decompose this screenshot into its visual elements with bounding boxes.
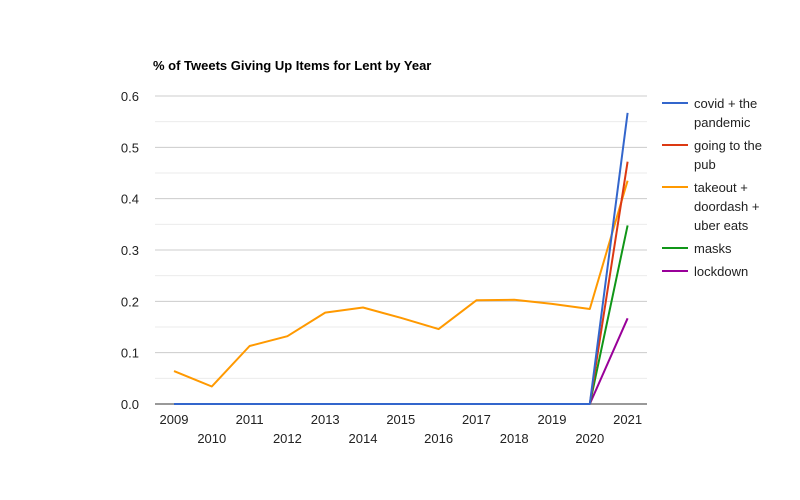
y-tick-label: 0.4: [121, 192, 139, 207]
x-tick-label: 2021: [613, 412, 642, 427]
legend-label: masks: [694, 241, 732, 256]
gridlines: [155, 95, 647, 405]
legend: covid + the pandemic going to the pub takeou…: [662, 96, 762, 279]
legend-label: takeout + doordash + uber eats: [694, 180, 759, 233]
legend-item-covid-the-pandemic: covid + the pandemic: [662, 96, 757, 130]
y-tick-label: 0.3: [121, 243, 139, 258]
legend-item-going-to-the-pub: going to the pub: [662, 138, 762, 172]
series-lines: [173, 112, 629, 405]
y-tick-label: 0.2: [121, 294, 139, 309]
x-tick-label: 2019: [538, 412, 567, 427]
series-line-masks: [174, 225, 629, 405]
legend-item-lockdown: lockdown: [662, 264, 748, 279]
x-axis-ticks: 2009 2010 2011 2012 2013 2014 2015 2016 2017 2018…: [160, 412, 643, 446]
x-tick-label: 2015: [386, 412, 415, 427]
x-tick-label: 2018: [500, 431, 529, 446]
x-tick-label: 2014: [349, 431, 378, 446]
chart-title: % of Tweets Giving Up Items for Lent by …: [153, 58, 431, 73]
x-tick-label: 2016: [424, 431, 453, 446]
legend-label: covid + the pandemic: [694, 96, 757, 130]
y-tick-label: 0.1: [121, 346, 139, 361]
x-tick-label: 2020: [575, 431, 604, 446]
x-tick-label: 2012: [273, 431, 302, 446]
legend-label: lockdown: [694, 264, 748, 279]
x-tick-label: 2010: [197, 431, 226, 446]
y-tick-label: 0.0: [121, 397, 139, 412]
series-line-takeout-doordash-uber-eats: [173, 180, 629, 388]
series-line-going-to-the-pub: [174, 161, 629, 405]
y-tick-label: 0.6: [121, 89, 139, 104]
y-axis-ticks: 0.0 0.1 0.2 0.3 0.4 0.5 0.6: [121, 89, 139, 412]
y-tick-label: 0.5: [121, 140, 139, 155]
x-tick-label: 2011: [236, 412, 264, 427]
x-tick-label: 2013: [311, 412, 340, 427]
legend-item-takeout-doordash-uber-eats: takeout + doordash + uber eats: [662, 180, 759, 233]
legend-item-masks: masks: [662, 241, 732, 256]
series-line-lockdown: [174, 317, 629, 405]
x-tick-label: 2009: [160, 412, 189, 427]
series-line-covid-the-pandemic: [174, 112, 629, 405]
legend-label: going to the pub: [694, 138, 762, 172]
x-tick-label: 2017: [462, 412, 491, 427]
